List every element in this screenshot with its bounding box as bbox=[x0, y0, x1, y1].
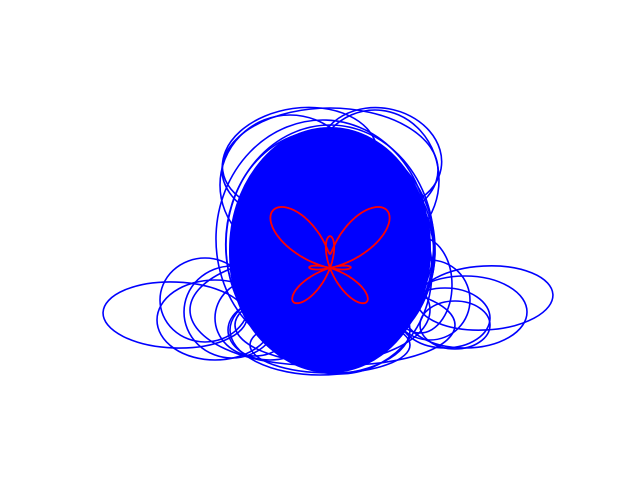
butterfly-curve bbox=[269, 206, 391, 305]
blue-loop bbox=[234, 284, 456, 366]
blue-loop bbox=[310, 109, 440, 251]
inner-blue-loop bbox=[233, 145, 425, 349]
inner-blue-loop bbox=[257, 155, 419, 360]
blue-loop bbox=[416, 265, 554, 331]
blue-loop bbox=[221, 106, 379, 214]
blue-loop bbox=[227, 299, 313, 361]
inner-blue-loop bbox=[242, 134, 415, 363]
inner-blue-loop bbox=[237, 142, 409, 359]
blue-loop bbox=[156, 279, 274, 361]
blue-loop bbox=[159, 257, 251, 343]
blue-loop bbox=[189, 254, 431, 366]
blue-loop bbox=[419, 300, 491, 350]
inner-blue-loop bbox=[239, 149, 402, 366]
inner-loop-group bbox=[224, 128, 436, 366]
